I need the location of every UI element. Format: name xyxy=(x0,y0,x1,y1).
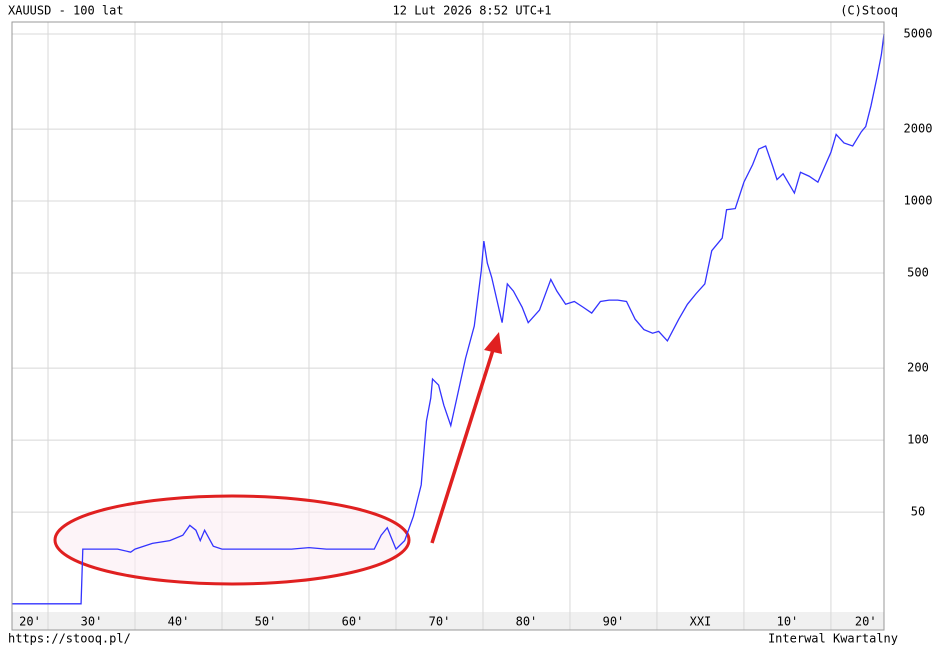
y-tick-label: 100 xyxy=(907,433,929,447)
plot-border xyxy=(11,21,885,631)
x-tick-label: 70' xyxy=(429,615,451,629)
chart-title: XAUUSD - 100 lat xyxy=(8,4,124,18)
x-tick-label: 20' xyxy=(855,615,877,629)
chart-subtitle: 12 Lut 2026 8:52 UTC+1 xyxy=(393,4,552,18)
price-line xyxy=(12,33,885,605)
y-tick-label: 500 xyxy=(907,266,929,280)
plot: 50 100 200 500 1000 2000 5000 20' 30' 40' 50' 60' 70… xyxy=(12,22,932,630)
x-tick-label: 90' xyxy=(603,615,625,629)
x-tick-label: 10' xyxy=(777,615,799,629)
x-tick-label: 60' xyxy=(342,615,364,629)
x-tick-label: 40' xyxy=(168,615,190,629)
x-tick-label: 80' xyxy=(516,615,538,629)
interval: Interwal Kwartalny xyxy=(768,632,898,646)
x-tick-label: 20' xyxy=(19,615,41,629)
y-tick-label: 1000 xyxy=(904,194,933,208)
x-axis-band xyxy=(12,612,884,630)
y-tick-label: 50 xyxy=(911,505,925,519)
x-tick-label: XXI xyxy=(690,615,712,629)
arrow-shaft xyxy=(430,349,495,544)
line-layer xyxy=(12,33,885,605)
y-tick-label: 200 xyxy=(907,361,929,375)
copyright: (C)Stooq xyxy=(840,4,898,18)
highlight-ellipse xyxy=(53,494,411,586)
y-tick-label: 5000 xyxy=(904,26,933,40)
arrow-head xyxy=(484,332,502,354)
source: https://stooq.pl/ xyxy=(8,632,131,646)
y-tick-label: 2000 xyxy=(904,122,933,136)
x-tick-label: 30' xyxy=(81,615,103,629)
x-tick-label: 50' xyxy=(255,615,277,629)
